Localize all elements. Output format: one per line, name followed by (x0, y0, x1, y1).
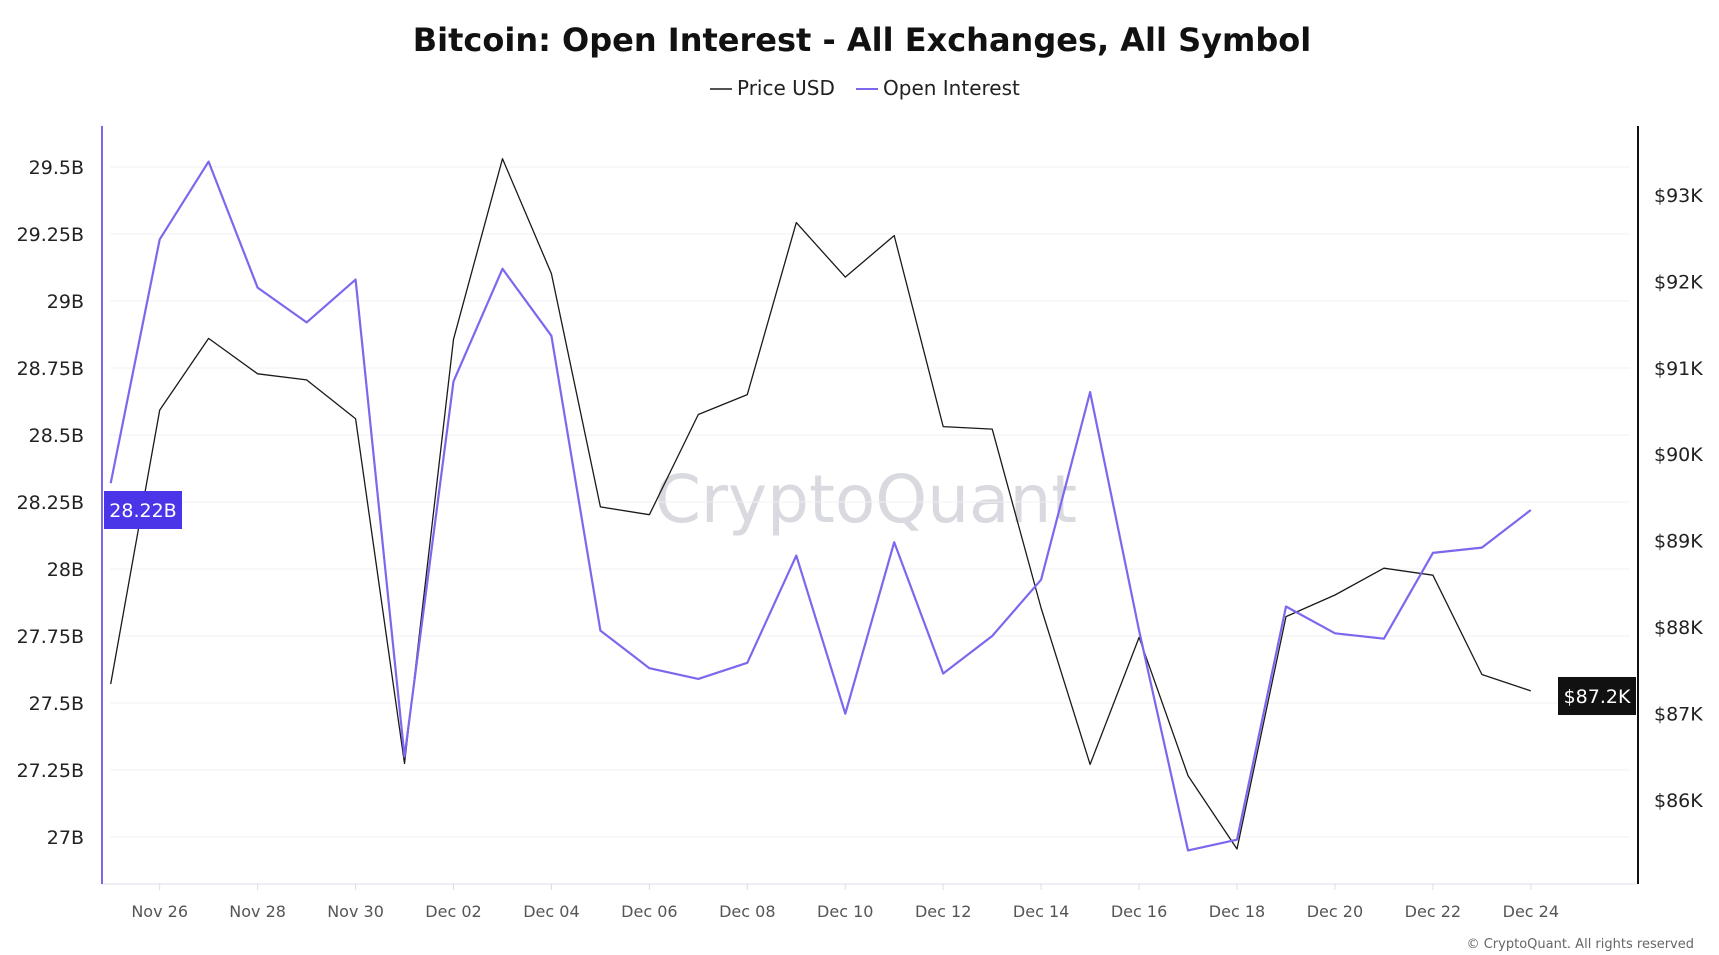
right-tick-label: $89K (1654, 531, 1703, 553)
left-tick-label: 27.75B (17, 626, 84, 648)
x-tick-label: Nov 28 (229, 902, 286, 921)
left-tick-label: 28.25B (17, 492, 84, 514)
left-tick-label: 29.5B (29, 157, 84, 179)
copyright-footer: © CryptoQuant. All rights reserved (1467, 937, 1694, 952)
left-current-value: 28.22B (109, 500, 176, 522)
x-tick-label: Nov 30 (327, 902, 384, 921)
series-line-open-interest (109, 160, 1532, 852)
right-tick-label: $88K (1654, 617, 1703, 639)
series-lines (109, 158, 1532, 852)
right-tick-label: $91K (1654, 358, 1703, 380)
x-tick-label: Dec 16 (1111, 902, 1167, 921)
x-tick-label: Dec 12 (915, 902, 971, 921)
right-tick-label: $87K (1654, 703, 1703, 725)
x-tick-label: Dec 20 (1307, 902, 1363, 921)
x-tick-label: Dec 02 (425, 902, 481, 921)
right-tick-label: $92K (1654, 271, 1703, 293)
left-tick-label: 28.75B (17, 358, 84, 380)
x-tick-label: Dec 10 (817, 902, 873, 921)
x-tick-label: Dec 22 (1405, 902, 1461, 921)
right-axis-ticks: $86K $87K $88K $89K $90K $91K $92K $93K (1654, 185, 1703, 812)
left-tick-label: 29B (47, 291, 84, 313)
left-tick-label: 28.5B (29, 425, 84, 447)
left-tick-label: 27B (47, 827, 84, 849)
gridlines (110, 166, 1630, 838)
right-tick-label: $90K (1654, 444, 1703, 466)
left-tick-label: 27.5B (29, 693, 84, 715)
x-tick-label: Nov 26 (131, 902, 188, 921)
left-tick-label: 28B (47, 559, 84, 581)
right-current-badge: $87.2K (1558, 677, 1636, 715)
watermark: CryptoQuant (655, 461, 1077, 538)
left-axis-ticks: 27B 27.25B 27.5B 27.75B 28B 28.25B 28.5B 28.75B… (17, 157, 84, 849)
left-current-badge-bg (104, 491, 182, 529)
x-tick-label: Dec 24 (1503, 902, 1559, 921)
series-line-price-usd (110, 158, 1532, 850)
legend: Price USD Open Interest (710, 76, 1020, 100)
x-tick-label: Dec 14 (1013, 902, 1069, 921)
right-current-badge-bg (1558, 677, 1636, 715)
right-tick-label: $93K (1654, 185, 1703, 207)
chart-title: Bitcoin: Open Interest - All Exchanges, … (413, 21, 1311, 59)
x-tick-label: Dec 18 (1209, 902, 1265, 921)
right-current-value: $87.2K (1564, 686, 1631, 708)
left-current-badge: 28.22B (104, 491, 182, 529)
left-tick-label: 29.25B (17, 224, 84, 246)
x-tick-label: Dec 08 (719, 902, 775, 921)
x-axis-ticks: Nov 26 Nov 28 Nov 30 Dec 02 Dec 04 Dec 06 Dec … (131, 884, 1559, 921)
x-tick-label: Dec 06 (621, 902, 677, 921)
left-tick-label: 27.25B (17, 760, 84, 782)
legend-label-price[interactable]: Price USD (737, 76, 835, 100)
x-tick-label: Dec 04 (523, 902, 579, 921)
legend-label-oi[interactable]: Open Interest (883, 76, 1020, 100)
right-tick-label: $86K (1654, 790, 1703, 812)
